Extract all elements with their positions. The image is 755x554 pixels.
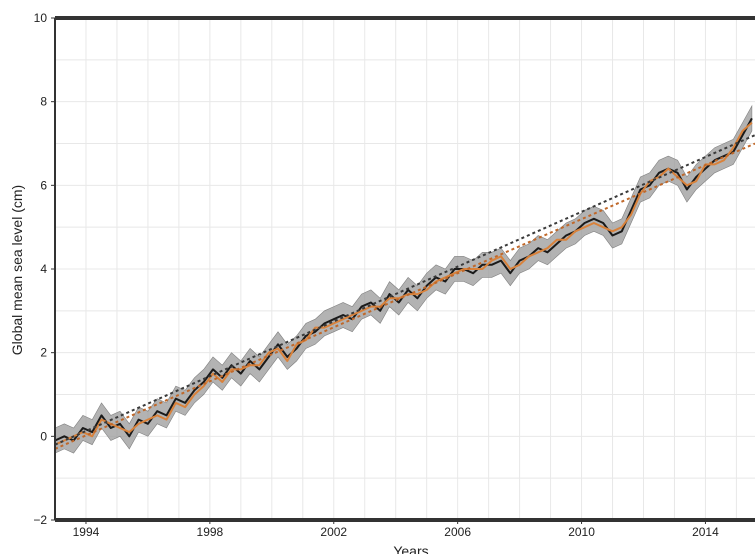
y-tick-label: 0: [40, 429, 47, 443]
tick-labels: 1994 1998 2002 2006 2010 2014 −2 0 2 4 6 8 10: [33, 11, 719, 539]
x-tick-label: 2006: [444, 525, 471, 539]
trend-line-3: [54, 142, 755, 450]
uncertainty-band-0: [54, 104, 753, 454]
trend-line-2: [54, 134, 755, 446]
x-tick-label: 1994: [73, 525, 100, 539]
grid-lines: [54, 17, 755, 521]
y-tick-label: 10: [34, 11, 48, 25]
axes: [51, 16, 755, 524]
y-tick-label: −2: [33, 513, 47, 527]
x-tick-label: 2002: [320, 525, 347, 539]
series-line-0: [54, 117, 753, 442]
series-lines: [54, 117, 755, 450]
y-tick-label: 2: [40, 346, 47, 360]
x-tick-label: 2010: [568, 525, 595, 539]
y-tick-label: 4: [40, 262, 47, 276]
y-tick-label: 6: [40, 178, 47, 192]
x-tick-label: 1998: [197, 525, 224, 539]
y-axis-title: Global mean sea level (cm): [9, 185, 25, 355]
y-tick-label: 8: [40, 95, 47, 109]
x-axis-title: Years: [393, 543, 428, 554]
uncertainty-bands: [54, 104, 753, 454]
x-tick-label: 2014: [692, 525, 719, 539]
